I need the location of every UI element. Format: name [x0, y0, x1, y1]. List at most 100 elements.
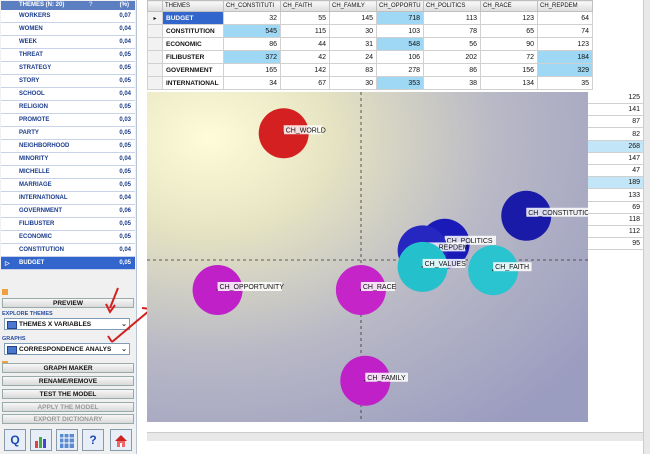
theme-name: ECONOMIC: [19, 234, 52, 240]
column-header[interactable]: CH_FAMILY: [329, 0, 377, 12]
column-header[interactable]: CH_RACE: [480, 0, 538, 12]
theme-row[interactable]: PARTY 0,05: [1, 127, 135, 140]
theme-row[interactable]: THREAT 0,05: [1, 49, 135, 62]
table-cell: 56: [423, 37, 481, 51]
theme-name: PROMOTE: [19, 117, 50, 123]
theme-pct: 0,04: [119, 26, 131, 32]
table-cell: 133: [588, 190, 643, 202]
row-pointer-icon: [147, 37, 163, 51]
chevron-down-icon[interactable]: ⌄: [121, 321, 127, 328]
theme-row[interactable]: STORY 0,05: [1, 75, 135, 88]
row-pointer-icon: [147, 76, 163, 90]
bubble-label: CH_VALUES: [425, 261, 466, 268]
theme-row[interactable]: GOVERNMENT 0,06: [1, 205, 135, 218]
theme-pct: 0,04: [119, 247, 131, 253]
table-cell: 74: [537, 24, 593, 38]
sort-icon[interactable]: ?: [89, 2, 93, 8]
theme-row[interactable]: PROMOTE 0,03: [1, 114, 135, 127]
table-cell: 86: [223, 37, 281, 51]
bubble-label: CH_REPDEM: [425, 244, 469, 251]
table-cell: 123: [480, 11, 538, 25]
bubble-label-background: [365, 372, 408, 382]
table-row[interactable]: ECONOMIC 86 44 31 548 56 90 123: [147, 37, 593, 51]
bubble-label: CH_OPPORTUNITY: [220, 284, 285, 291]
column-header[interactable]: CH_CONSTITUTI: [223, 0, 281, 12]
table-cell: 545: [223, 24, 281, 38]
theme-row[interactable]: ECONOMIC 0,05: [1, 231, 135, 244]
theme-row[interactable]: WEEK 0,04: [1, 36, 135, 49]
table-row[interactable]: ▸ BUDGET 32 55 145 718 113 123 64: [147, 11, 593, 25]
theme-row[interactable]: MINORITY 0,04: [1, 153, 135, 166]
help-icon[interactable]: Q: [4, 429, 26, 451]
column-header[interactable]: CH_FAITH: [280, 0, 330, 12]
table-cell: 372: [223, 50, 281, 64]
theme-pct: 0,06: [119, 208, 131, 214]
home-icon[interactable]: [110, 429, 132, 451]
rename-remove-button[interactable]: RENAME/REMOVE: [2, 376, 134, 386]
theme-row[interactable]: RELIGION 0,05: [1, 101, 135, 114]
graph-maker-button[interactable]: GRAPH MAKER: [2, 363, 134, 373]
column-header[interactable]: CH_POLITICS: [423, 0, 481, 12]
theme-pct: 0,04: [119, 91, 131, 97]
table-cell: 123: [537, 37, 593, 51]
list-icon: [7, 346, 17, 354]
export-dictionary-button[interactable]: EXPORT DICTIONARY: [2, 414, 134, 424]
theme-pct: 0,05: [119, 52, 131, 58]
theme-row[interactable]: WOMEN 0,04: [1, 23, 135, 36]
table-row[interactable]: FILIBUSTER 372 42 24 106 202 72 184: [147, 50, 593, 64]
table-cell: 90: [480, 37, 538, 51]
table-row[interactable]: INTERNATIONAL 34 67 30 353 38 134 35: [147, 76, 593, 90]
collapse-icon[interactable]: [2, 289, 8, 295]
bubble-label: CH_FAMILY: [367, 375, 406, 382]
row-label: FILIBUSTER: [162, 50, 224, 64]
theme-row[interactable]: NEIGHBORHOOD 0,05: [1, 140, 135, 153]
column-header[interactable]: CH_OPPORTU: [376, 0, 424, 12]
table-cell: 30: [329, 76, 377, 90]
repdem-column-continued: 125 141 87 82 268 147 47 189 133 69 118 112 95: [588, 92, 643, 432]
chevron-down-icon[interactable]: ⌄: [121, 346, 127, 353]
graphs-section-label: GRAPHS: [2, 336, 26, 342]
theme-name: WEEK: [19, 39, 37, 45]
table-cell: 718: [376, 11, 424, 25]
theme-pct: 0,05: [119, 260, 131, 266]
test-model-button[interactable]: TEST THE MODEL: [2, 389, 134, 399]
theme-row[interactable]: MARRIAGE 0,05: [1, 179, 135, 192]
themes-header-pct: (%): [119, 2, 129, 8]
table-cell: 42: [280, 50, 330, 64]
chart-icon[interactable]: [30, 429, 52, 451]
vertical-scrollbar[interactable]: [643, 0, 650, 454]
table-cell: 142: [280, 63, 330, 77]
theme-pct: 0,05: [119, 143, 131, 149]
theme-row[interactable]: INTERNATIONAL 0,04: [1, 192, 135, 205]
question-icon[interactable]: ?: [82, 429, 104, 451]
bubble-label: CH_POLITICS: [447, 238, 493, 245]
theme-pct: 0,03: [119, 117, 131, 123]
correspondence-chart: CH_WORLD CH_CONSTITUTION CH_POLITICSCH_REP…: [147, 92, 595, 422]
table-row[interactable]: GOVERNMENT 165 142 83 278 86 156 329: [147, 63, 593, 77]
table-cell: 278: [376, 63, 424, 77]
theme-row[interactable]: ▷ BUDGET 0,05: [1, 257, 135, 270]
theme-row[interactable]: MICHELLE 0,05: [1, 166, 135, 179]
theme-row[interactable]: FILIBUSTER 0,05: [1, 218, 135, 231]
column-header[interactable]: THEMES: [162, 0, 224, 12]
graphs-select[interactable]: CORRESPONDENCE ANALYS ⌄: [4, 343, 130, 355]
theme-row[interactable]: STRATEGY 0,05: [1, 62, 135, 75]
explore-select[interactable]: THEMES X VARIABLES ⌄: [4, 318, 130, 330]
table-cell: 86: [423, 63, 481, 77]
graphs-select-value: CORRESPONDENCE ANALYS: [19, 346, 112, 353]
explore-section-label: EXPLORE THEMES: [2, 311, 53, 317]
apply-model-button[interactable]: APPLY THE MODEL: [2, 402, 134, 412]
table-cell: 30: [329, 24, 377, 38]
theme-row[interactable]: SCHOOL 0,04: [1, 88, 135, 101]
theme-row[interactable]: WORKERS 0,07: [1, 10, 135, 23]
theme-pct: 0,05: [119, 221, 131, 227]
themes-header[interactable]: THEMES (N: 20) ? (%): [1, 1, 135, 10]
table-cell: 165: [223, 63, 281, 77]
theme-row[interactable]: CONSTITUTION 0,04: [1, 244, 135, 257]
table-cell: 55: [280, 11, 330, 25]
table-row[interactable]: CONSTITUTION 545 115 30 103 78 65 74: [147, 24, 593, 38]
preview-button[interactable]: PREVIEW: [2, 298, 134, 308]
horizontal-scrollbar[interactable]: [147, 432, 643, 441]
grid-icon[interactable]: [56, 429, 78, 451]
column-header[interactable]: CH_REPDEM: [537, 0, 593, 12]
